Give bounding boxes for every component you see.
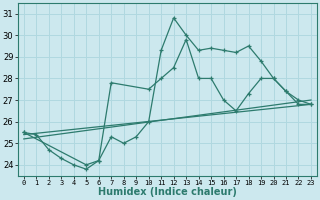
X-axis label: Humidex (Indice chaleur): Humidex (Indice chaleur) bbox=[98, 187, 237, 197]
